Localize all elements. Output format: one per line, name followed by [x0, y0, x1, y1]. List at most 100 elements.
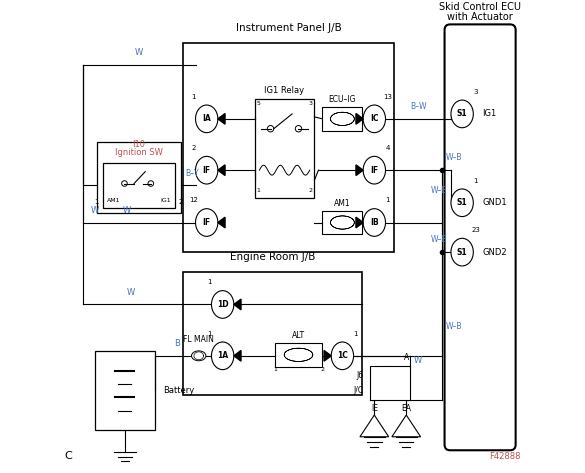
Text: 1: 1: [353, 331, 358, 337]
Polygon shape: [218, 165, 225, 175]
Text: W: W: [127, 288, 135, 297]
Text: 23: 23: [471, 227, 480, 233]
Text: S1: S1: [457, 109, 467, 118]
Text: ECU–IG: ECU–IG: [329, 95, 356, 104]
Polygon shape: [356, 114, 363, 124]
Text: Ignition SW: Ignition SW: [115, 149, 163, 158]
Text: IE: IE: [371, 404, 378, 413]
Text: Instrument Panel J/B: Instrument Panel J/B: [236, 23, 342, 33]
Ellipse shape: [331, 342, 353, 369]
Polygon shape: [356, 217, 363, 228]
Text: IF: IF: [202, 166, 211, 175]
Ellipse shape: [363, 209, 386, 236]
Text: ALT: ALT: [292, 331, 305, 340]
Polygon shape: [218, 114, 225, 124]
Text: IB: IB: [370, 218, 378, 227]
FancyBboxPatch shape: [97, 141, 181, 213]
FancyBboxPatch shape: [370, 366, 410, 400]
Text: B: B: [174, 339, 180, 348]
Text: GND1: GND1: [482, 198, 507, 207]
Text: 1C: 1C: [337, 351, 348, 360]
Text: EA: EA: [401, 404, 411, 413]
Text: S1: S1: [457, 198, 467, 207]
Text: J/C: J/C: [354, 386, 364, 395]
Text: 1: 1: [386, 197, 390, 203]
Text: 4: 4: [386, 145, 390, 151]
Text: IG1: IG1: [160, 198, 171, 203]
Text: 1D: 1D: [217, 300, 229, 309]
Ellipse shape: [451, 100, 473, 128]
Text: W–B: W–B: [446, 153, 463, 162]
Text: 1: 1: [256, 188, 260, 193]
Text: IF: IF: [370, 166, 378, 175]
Ellipse shape: [191, 351, 206, 361]
Text: 3: 3: [473, 89, 478, 95]
Ellipse shape: [195, 157, 218, 184]
Text: 2: 2: [179, 199, 183, 205]
Text: 1: 1: [207, 331, 212, 337]
Text: Engine Room J/B: Engine Room J/B: [230, 252, 315, 262]
FancyBboxPatch shape: [445, 25, 515, 450]
Ellipse shape: [211, 290, 234, 318]
Text: IC: IC: [370, 114, 378, 123]
Text: W–B: W–B: [431, 235, 447, 244]
Text: IG1 Relay: IG1 Relay: [264, 86, 305, 95]
Ellipse shape: [211, 342, 234, 369]
FancyBboxPatch shape: [183, 272, 362, 395]
Text: 1: 1: [207, 280, 212, 285]
Text: 2: 2: [308, 188, 312, 193]
Text: Skid Control ECU: Skid Control ECU: [439, 2, 521, 12]
Text: 1: 1: [94, 199, 99, 205]
Text: A: A: [404, 353, 409, 362]
FancyBboxPatch shape: [103, 163, 175, 208]
Text: IG1: IG1: [482, 109, 496, 118]
Ellipse shape: [451, 238, 473, 266]
Text: 2: 2: [321, 367, 325, 372]
Text: J6: J6: [357, 370, 364, 379]
Text: 12: 12: [189, 197, 198, 203]
Ellipse shape: [363, 105, 386, 132]
FancyBboxPatch shape: [254, 99, 315, 198]
FancyBboxPatch shape: [183, 43, 394, 252]
Text: B–W: B–W: [410, 102, 426, 111]
Text: with Actuator: with Actuator: [447, 12, 513, 22]
Polygon shape: [324, 350, 331, 361]
Text: S1: S1: [457, 248, 467, 257]
Text: W: W: [135, 48, 143, 57]
Text: W: W: [91, 206, 99, 215]
Text: 13: 13: [383, 94, 392, 100]
Text: AM1: AM1: [334, 199, 350, 208]
FancyBboxPatch shape: [274, 343, 322, 367]
Text: GND2: GND2: [482, 248, 507, 257]
Text: 1: 1: [191, 94, 195, 100]
Text: F42888: F42888: [489, 452, 521, 461]
FancyBboxPatch shape: [322, 210, 362, 234]
Text: W–B: W–B: [431, 186, 447, 195]
Polygon shape: [234, 350, 241, 361]
FancyBboxPatch shape: [322, 107, 362, 131]
Text: AM1: AM1: [107, 198, 121, 203]
Text: 5: 5: [256, 101, 260, 106]
Ellipse shape: [451, 189, 473, 217]
Text: FL MAIN: FL MAIN: [183, 335, 214, 344]
FancyBboxPatch shape: [95, 351, 155, 430]
Text: 2: 2: [191, 145, 195, 151]
Text: C: C: [64, 451, 73, 461]
Text: IF: IF: [202, 218, 211, 227]
Polygon shape: [218, 217, 225, 228]
Polygon shape: [356, 165, 363, 175]
Text: W: W: [123, 206, 131, 215]
Text: IA: IA: [202, 114, 211, 123]
Text: W–B: W–B: [446, 322, 463, 331]
Text: Battery: Battery: [163, 386, 194, 395]
Polygon shape: [234, 299, 241, 310]
Text: 3: 3: [308, 101, 312, 106]
Text: I10: I10: [132, 140, 145, 149]
Text: B–Y: B–Y: [185, 168, 199, 177]
Ellipse shape: [195, 209, 218, 236]
Text: 1: 1: [273, 367, 277, 372]
Ellipse shape: [363, 157, 386, 184]
Text: 1A: 1A: [217, 351, 228, 360]
Text: W: W: [414, 356, 422, 365]
Text: 1: 1: [473, 178, 478, 184]
